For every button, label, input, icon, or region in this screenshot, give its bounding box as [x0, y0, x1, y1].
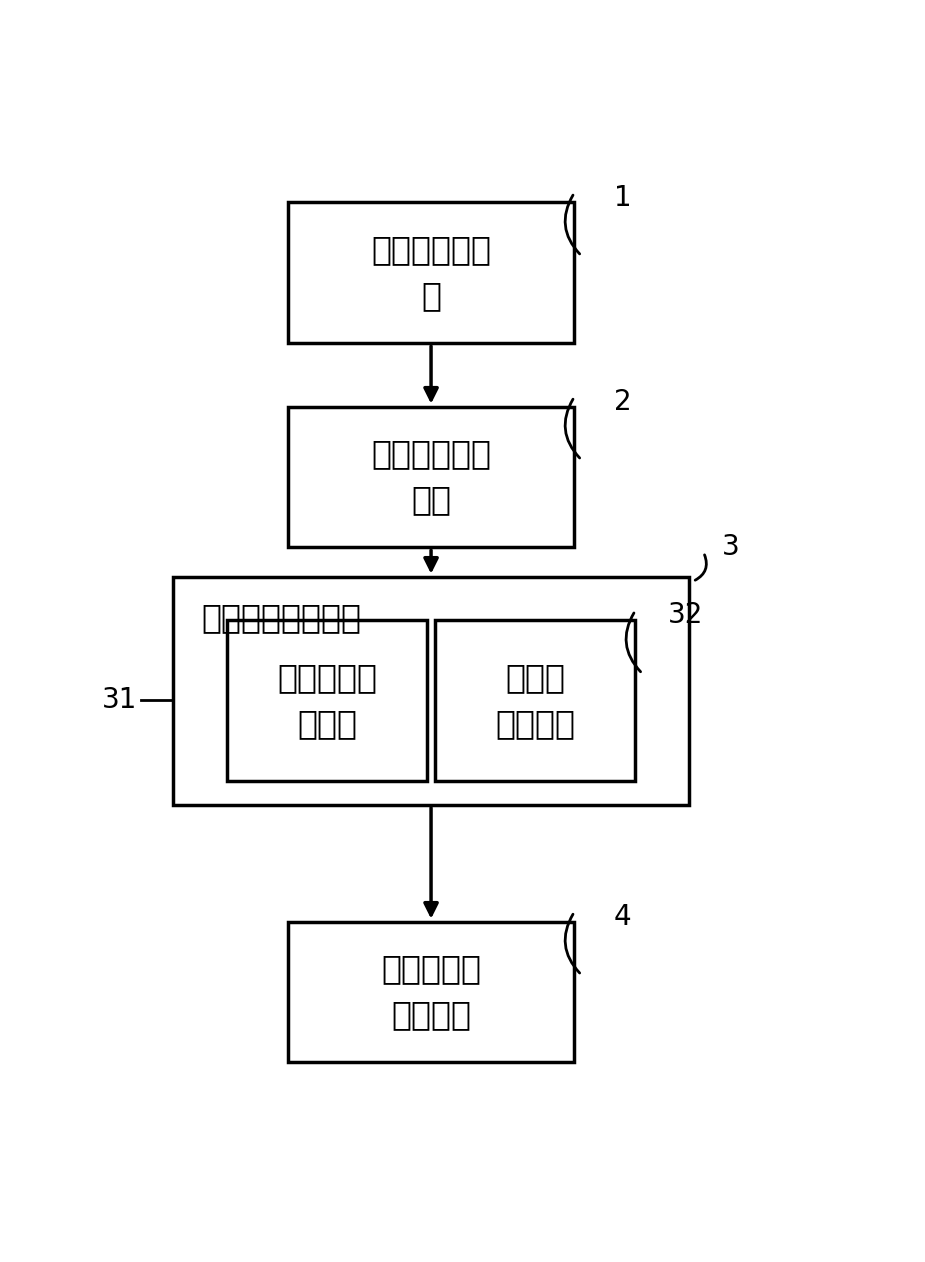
Text: 文档相似度
计算模块: 文档相似度 计算模块: [381, 953, 481, 1031]
Text: 32: 32: [668, 602, 703, 630]
Text: 文档预处理模
块: 文档预处理模 块: [371, 233, 491, 313]
FancyArrowPatch shape: [565, 196, 580, 254]
Text: 特征集合表
示单元: 特征集合表 示单元: [278, 661, 377, 740]
Bar: [288, 406, 574, 548]
Text: 3: 3: [722, 534, 739, 562]
Bar: [435, 621, 635, 781]
Text: 2: 2: [614, 387, 632, 415]
Text: 1: 1: [614, 183, 632, 212]
Text: 4: 4: [614, 902, 632, 930]
FancyArrowPatch shape: [626, 613, 641, 671]
FancyArrowPatch shape: [565, 399, 580, 458]
Text: 出现位置统计
模块: 出现位置统计 模块: [371, 438, 491, 516]
Bar: [288, 921, 574, 1063]
Text: 特征值
计算单元: 特征值 计算单元: [495, 661, 575, 740]
FancyArrowPatch shape: [696, 555, 707, 581]
Bar: [173, 577, 689, 805]
Text: 结构特征计算模块: 结构特征计算模块: [202, 601, 362, 634]
Bar: [288, 202, 574, 343]
FancyArrowPatch shape: [565, 914, 580, 973]
Text: 31: 31: [102, 687, 137, 714]
Bar: [227, 621, 427, 781]
